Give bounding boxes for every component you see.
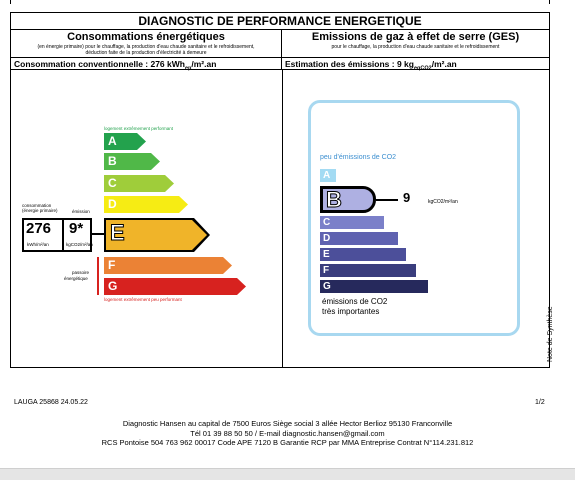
- consumption-label-1: consommation: [22, 203, 52, 208]
- ges-summary-sub: eqCO2: [413, 65, 432, 72]
- ges-bottom-label-1: émissions de CO2: [322, 297, 388, 306]
- footer-line-3: RCS Pontoise 504 763 962 00017 Code APE …: [101, 438, 474, 447]
- ges-class-b-letter: B: [326, 187, 343, 213]
- energy-summary-suffix: /m².an: [191, 59, 217, 69]
- ges-heading: Emissions de gaz à effet de serre (GES): [311, 31, 520, 43]
- side-note: Note de Synthèse: [547, 306, 554, 362]
- passoire-bracket: [97, 257, 99, 295]
- viewer-bottom-bar: [0, 468, 575, 480]
- value-connector: [92, 233, 104, 235]
- energy-class-c-letter: C: [108, 176, 117, 190]
- emission-value: 9*: [69, 220, 84, 237]
- consumption-unit: kWh/m²/an: [27, 242, 49, 247]
- energy-subheading-2: déduction faite de la production d'élect…: [85, 50, 207, 56]
- emission-label: émission: [72, 209, 90, 214]
- energy-class-f: F: [104, 257, 232, 274]
- ges-summary: Estimation des émissions : 9 kgeqCO2/m².…: [282, 58, 549, 72]
- energy-class-a-letter: A: [108, 134, 117, 148]
- ges-summary-suffix: /m².an: [431, 59, 457, 69]
- energy-class-g-letter: G: [108, 279, 118, 293]
- ges-bottom-label-2: très importantes: [322, 307, 380, 316]
- value-box-divider: [62, 220, 64, 250]
- energy-class-b: B: [104, 153, 160, 170]
- energy-heading: Consommations énergétiques: [67, 31, 225, 43]
- ges-class-g: G: [320, 280, 428, 293]
- company-footer: Diagnostic Hansen au capital de 7500 Eur…: [0, 419, 575, 448]
- energy-top-label: logement extrêmement performant: [104, 126, 174, 131]
- dpe-frame: DIAGNOSTIC DE PERFORMANCE ENERGETIQUE Co…: [10, 12, 550, 368]
- page-number: 1/2: [535, 399, 545, 406]
- consumption-value: 276: [26, 220, 52, 237]
- energy-class-d-letter: D: [108, 197, 117, 211]
- energy-class-e-fill: [106, 220, 207, 250]
- ges-top-label: peu d'émissions de CO2: [320, 154, 397, 161]
- ges-class-d: D: [320, 232, 398, 245]
- ges-class-b-current: B: [320, 186, 376, 213]
- energy-class-c: C: [104, 175, 174, 192]
- ges-bottom-label: émissions de CO2 très importantes: [322, 297, 387, 317]
- ges-class-e: E: [320, 248, 406, 261]
- ges-value: 9: [403, 190, 411, 205]
- energy-class-g: G: [104, 278, 246, 295]
- document-title: DIAGNOSTIC DE PERFORMANCE ENERGETIQUE: [11, 13, 549, 30]
- ges-summary-prefix: Estimation des émissions : 9 kg: [285, 59, 414, 69]
- ges-value-connector: [376, 199, 398, 201]
- energy-value-box: 276 9* kWh/m²/an kgCO2/m²/an: [22, 218, 93, 252]
- ges-header: Emissions de gaz à effet de serre (GES) …: [282, 30, 549, 58]
- footer-line-1: Diagnostic Hansen au capital de 7500 Eur…: [122, 419, 453, 428]
- energy-header: Consommations énergétiques (en énergie p…: [11, 30, 282, 58]
- passoire-label-2: énergétique: [64, 276, 88, 281]
- energy-subheading-1: (en énergie primaire) pour le chauffage,…: [37, 44, 255, 50]
- energy-class-f-letter: F: [108, 258, 116, 272]
- ges-class-f: F: [320, 264, 416, 277]
- ges-unit: kgCO2/m²/an: [428, 199, 458, 205]
- energy-class-b-letter: B: [108, 154, 117, 168]
- passoire-label-1: passoire: [72, 270, 90, 275]
- column-divider: [282, 70, 283, 367]
- energy-class-a: A: [104, 133, 146, 150]
- energy-summary-sub: ep: [184, 65, 192, 72]
- emission-unit: kgCO2/m²/an: [66, 242, 93, 247]
- energy-class-d: D: [104, 196, 188, 213]
- energy-summary: Consommation conventionnelle : 276 kWhep…: [11, 58, 282, 72]
- document-reference: LAUGA 25868 24.05.22: [14, 399, 88, 406]
- energy-bottom-label: logement extrêmement peu performant: [104, 297, 182, 302]
- previous-page-edge: [10, 0, 550, 4]
- ges-subheading: pour le chauffage, la production d'eau c…: [331, 44, 500, 50]
- energy-summary-prefix: Consommation conventionnelle : 276 kWh: [14, 59, 185, 69]
- ges-class-c: C: [320, 216, 384, 229]
- energy-class-e-letter: E: [110, 220, 126, 246]
- ges-class-a: A: [320, 169, 336, 182]
- consumption-label-2: (énergie primaire): [22, 208, 58, 213]
- energy-class-e-current: E: [104, 218, 210, 252]
- footer-line-2: Tél 01 39 88 50 50 / E-mail diagnostic.h…: [190, 428, 385, 438]
